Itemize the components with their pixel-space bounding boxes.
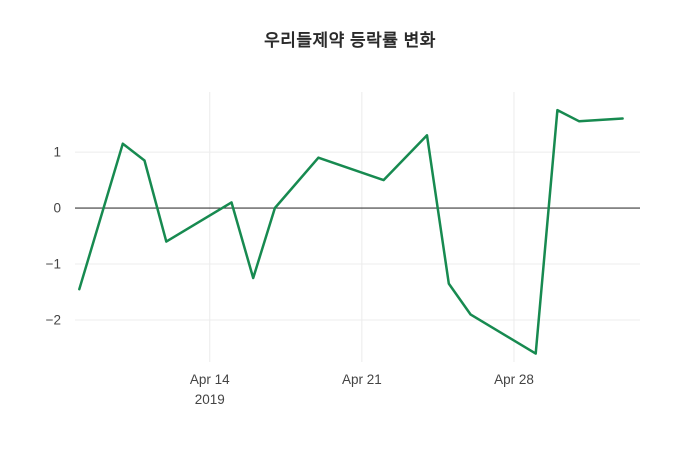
x-tick-label: Apr 21	[342, 372, 382, 387]
x-tick-label: Apr 28	[494, 372, 534, 387]
y-tick-label: −2	[46, 313, 61, 328]
chart-title: 우리들제약 등락률 변화	[264, 31, 436, 50]
y-tick-label: 1	[53, 145, 61, 160]
price-change-line	[78, 108, 624, 355]
y-tick-label: −1	[46, 257, 61, 272]
x-tick-label: Apr 14	[190, 372, 230, 387]
x-tick-year-label: 2019	[195, 392, 225, 407]
y-tick-label: 0	[53, 201, 61, 216]
